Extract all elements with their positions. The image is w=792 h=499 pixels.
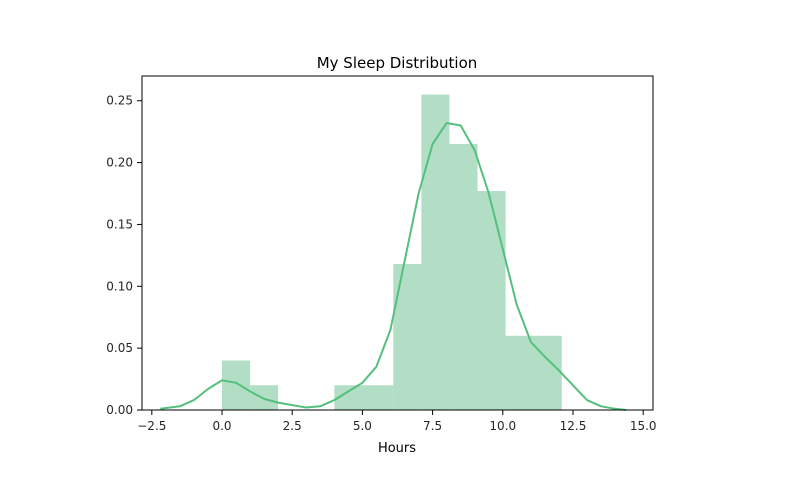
histogram-bar-4 <box>421 94 450 411</box>
kde-curve <box>160 122 627 411</box>
histogram-bar-1 <box>250 385 279 410</box>
histogram-bar-6 <box>477 191 506 410</box>
y-tick-label: 0.25 <box>106 94 133 108</box>
x-axis: −2.5 0.0 2.5 5.0 7.5 10.0 12.5 15.0 <box>137 410 657 433</box>
y-tick-label: 0.10 <box>106 279 133 293</box>
histogram-bar-7 <box>505 335 562 410</box>
histogram-bar-5 <box>449 144 478 410</box>
histogram-bar-3 <box>393 264 422 410</box>
x-axis-label: Hours <box>378 441 416 456</box>
y-tick-label: 0.05 <box>106 341 133 355</box>
chart-title: My Sleep Distribution <box>317 54 478 72</box>
x-tick-label: 0.0 <box>212 419 231 433</box>
plot-area <box>160 94 627 411</box>
histogram-bar-0 <box>222 360 251 410</box>
plot-frame <box>141 75 654 411</box>
histogram-bar-2 <box>334 385 394 410</box>
x-tick-label: 12.5 <box>560 419 587 433</box>
x-tick-label: 2.5 <box>283 419 302 433</box>
x-tick-label: 15.0 <box>630 419 657 433</box>
y-tick-label: 0.15 <box>106 217 133 231</box>
y-axis: 0.00 0.05 0.10 0.15 0.20 0.25 <box>106 94 142 417</box>
x-tick-label: 7.5 <box>423 419 442 433</box>
x-tick-label: 10.0 <box>489 419 516 433</box>
x-tick-label: −2.5 <box>137 419 166 433</box>
y-tick-label: 0.20 <box>106 156 133 170</box>
x-tick-label: 5.0 <box>353 419 372 433</box>
y-tick-label: 0.00 <box>106 403 133 417</box>
